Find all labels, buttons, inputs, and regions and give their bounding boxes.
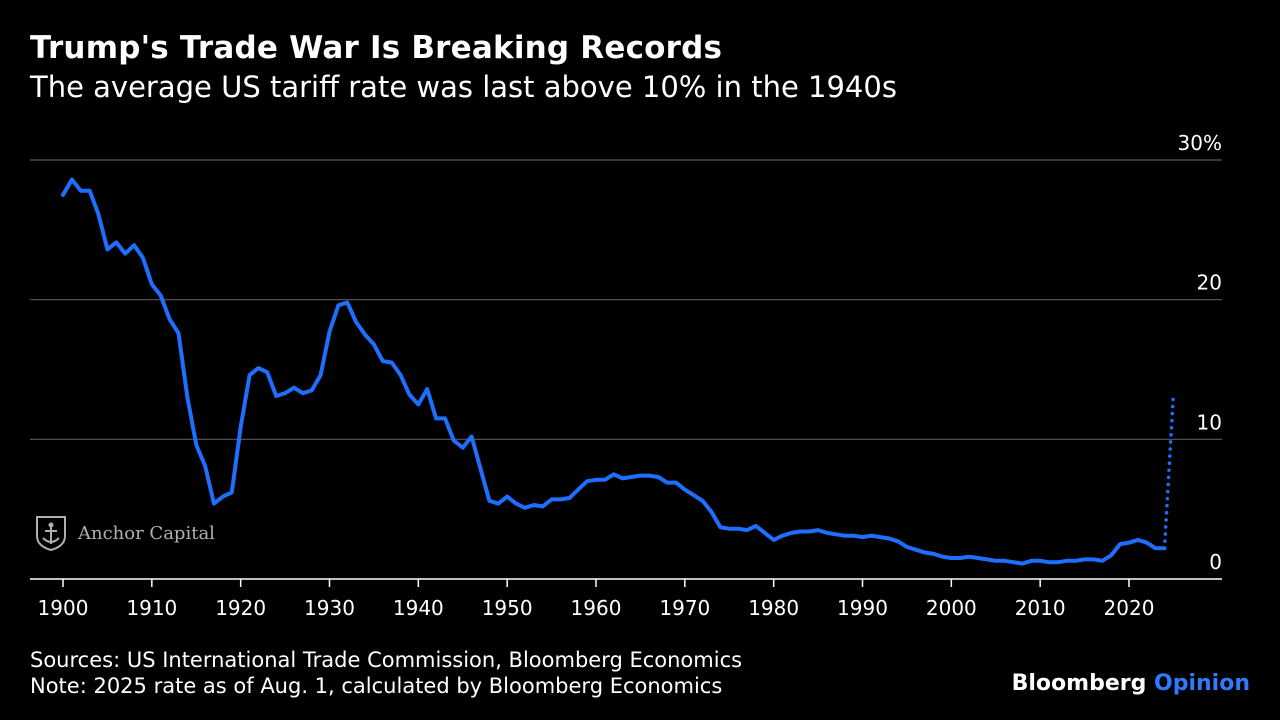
watermark: Anchor Capital [34, 514, 215, 552]
x-tick-label-2000: 2000 [926, 596, 977, 620]
brand-logo: Bloomberg Opinion [1012, 671, 1250, 696]
series-line-2025-estimate [1162, 392, 1176, 551]
anchor-logo-icon [36, 516, 66, 552]
x-tick-label-1910: 1910 [126, 596, 177, 620]
x-tick-label-1930: 1930 [304, 596, 355, 620]
y-tick-label-20: 20 [1197, 271, 1222, 295]
x-tick-label-2020: 2020 [1104, 596, 1155, 620]
y-tick-label-0: 0 [1209, 550, 1222, 574]
x-tick-label-1970: 1970 [659, 596, 710, 620]
x-tick-label-1940: 1940 [393, 596, 444, 620]
x-tick-label-1990: 1990 [837, 596, 888, 620]
brand-bloomberg: Bloomberg [1011, 671, 1147, 696]
watermark-text: Anchor Capital [78, 522, 215, 544]
x-tick-label-1960: 1960 [571, 596, 622, 620]
calculation-note: Note: 2025 rate as of Aug. 1, calculated… [30, 674, 723, 698]
y-tick-label-30: 30% [1178, 131, 1222, 155]
x-tick-label-1920: 1920 [215, 596, 266, 620]
x-tick-label-1900: 1900 [38, 596, 89, 620]
chart-subtitle: The average US tariff rate was last abov… [30, 70, 897, 104]
x-tick-label-2010: 2010 [1015, 596, 1066, 620]
sources-note: Sources: US International Trade Commissi… [30, 648, 743, 672]
series-line-tariff-rate [61, 177, 1167, 566]
y-tick-label-10: 10 [1197, 410, 1222, 434]
brand-opinion: Opinion [1154, 671, 1250, 696]
x-tick-label-1950: 1950 [482, 596, 533, 620]
chart-title: Trump's Trade War Is Breaking Records [30, 30, 723, 66]
x-tick-label-1980: 1980 [748, 596, 799, 620]
